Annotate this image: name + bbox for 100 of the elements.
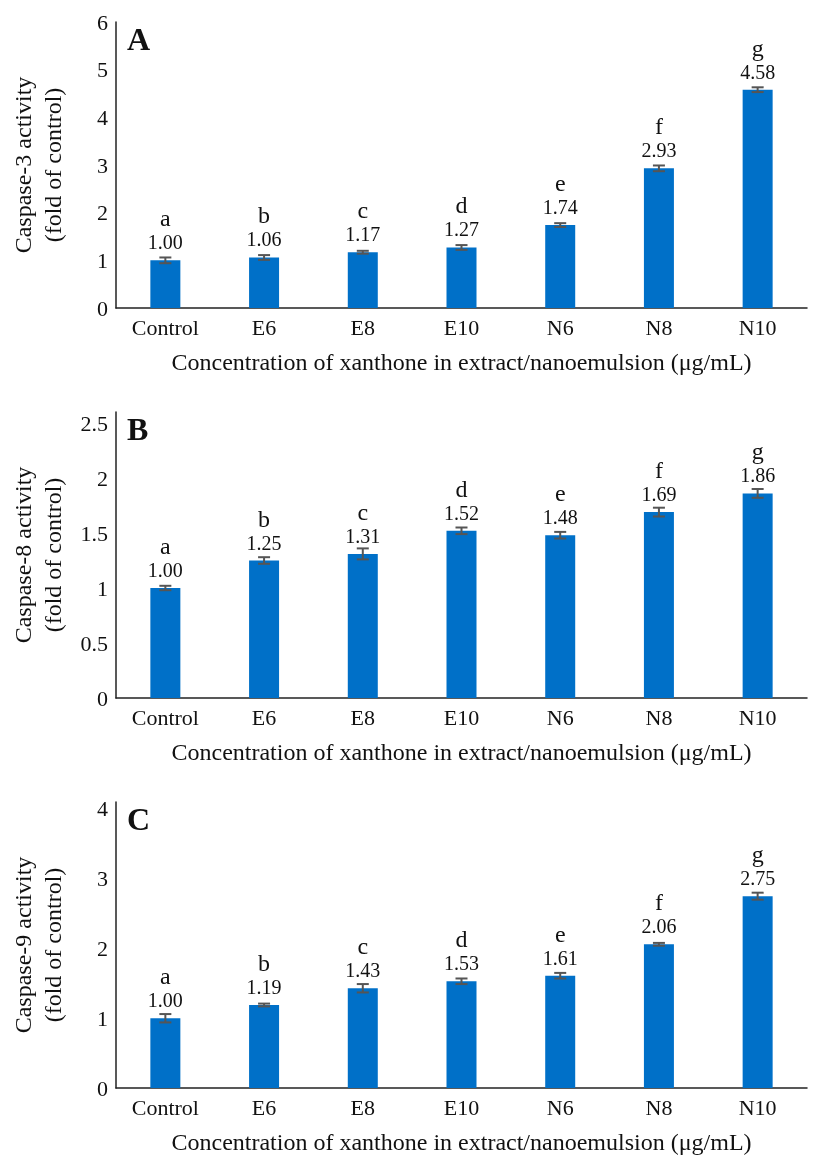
annotation: g xyxy=(751,841,764,868)
x-tick-label: Control xyxy=(131,1094,199,1120)
annotation: f xyxy=(654,889,663,916)
annotation: c xyxy=(357,933,369,960)
annotation: d xyxy=(455,475,468,502)
x-tick-label: E8 xyxy=(350,1094,376,1120)
annotation: b xyxy=(258,505,271,532)
data-label: 1.00 xyxy=(147,231,183,254)
bar xyxy=(742,493,773,698)
bar xyxy=(347,553,378,698)
data-label: 1.69 xyxy=(641,483,677,506)
data-label: 2.75 xyxy=(740,867,776,890)
annotation: a xyxy=(160,533,172,559)
x-tick-label: N6 xyxy=(546,314,574,340)
bar xyxy=(150,260,181,308)
annotation: f xyxy=(654,457,663,484)
y-tick-label: 1.5 xyxy=(80,520,108,546)
annotation: e xyxy=(554,170,566,197)
data-label: 1.17 xyxy=(345,223,381,246)
data-label: 1.06 xyxy=(246,228,282,251)
bar xyxy=(249,1004,280,1088)
data-label: 1.31 xyxy=(345,524,381,547)
bar xyxy=(150,1018,181,1088)
annotation: g xyxy=(751,34,764,61)
annotation: a xyxy=(160,205,172,232)
y-tick-label: 5 xyxy=(97,57,108,83)
x-tick-label: N8 xyxy=(645,314,673,340)
y-tick-label: 2 xyxy=(97,465,108,491)
y-tick-label: 0 xyxy=(97,1075,108,1101)
x-tick-label: E10 xyxy=(443,1094,480,1120)
data-label: 1.25 xyxy=(246,531,282,554)
y-tick-label: 0.5 xyxy=(80,630,108,656)
y-tick-label: 1 xyxy=(97,247,108,273)
annotation: e xyxy=(554,480,566,507)
x-tick-label: E8 xyxy=(350,314,376,340)
y-tick-label: 3 xyxy=(97,152,108,178)
x-tick-label: E6 xyxy=(251,1094,277,1120)
x-tick-label: E10 xyxy=(443,704,480,730)
x-tick-label: N10 xyxy=(738,314,777,340)
x-tick-label: N10 xyxy=(738,704,777,730)
bar xyxy=(446,530,477,698)
x-tick-label: N10 xyxy=(738,1094,777,1120)
annotation: a xyxy=(160,963,172,990)
data-label: 4.58 xyxy=(740,60,776,83)
bar xyxy=(643,168,674,308)
y-tick-label: 2.5 xyxy=(80,410,108,436)
y-axis-title: Caspase-9 activity (fold of control) xyxy=(10,856,66,1034)
bar xyxy=(249,560,280,698)
data-label: 2.93 xyxy=(641,139,677,162)
x-tick-label: E8 xyxy=(350,704,376,730)
y-axis-title: Caspase-8 activity (fold of control) xyxy=(10,466,66,644)
data-label: 1.48 xyxy=(542,506,578,529)
y-tick-label: 1 xyxy=(97,1005,108,1031)
x-tick-label: N8 xyxy=(645,704,673,730)
bar xyxy=(150,588,181,698)
bar xyxy=(545,535,576,698)
bar xyxy=(446,981,477,1088)
data-label: 1.61 xyxy=(542,946,578,969)
annotation: c xyxy=(357,498,369,525)
data-label: 1.27 xyxy=(444,218,479,241)
y-tick-label: 3 xyxy=(97,866,108,892)
bar xyxy=(446,247,477,308)
x-tick-label: E6 xyxy=(251,704,277,730)
chart-title: B xyxy=(127,411,149,447)
bar xyxy=(249,257,280,308)
data-label: 1.00 xyxy=(147,559,183,581)
bar xyxy=(643,512,674,698)
bar xyxy=(347,252,378,308)
x-axis-title: Concentration of xanthone in extract/nanoemulsion (μg/mL) xyxy=(171,739,752,765)
y-tick-label: 4 xyxy=(97,104,108,130)
x-tick-label: N8 xyxy=(645,1094,673,1120)
y-tick-label: 4 xyxy=(97,796,108,822)
annotation: b xyxy=(258,202,271,229)
annotation: d xyxy=(455,192,468,219)
chart-title: A xyxy=(127,21,151,57)
x-tick-label: Control xyxy=(131,314,199,340)
data-label: 1.43 xyxy=(345,959,381,982)
annotation: e xyxy=(554,920,566,947)
y-tick-label: 0 xyxy=(97,295,108,321)
y-axis-title: Caspase-3 activity (fold of control) xyxy=(10,76,66,254)
y-tick-label: 0 xyxy=(97,685,108,711)
annotation: c xyxy=(357,197,369,224)
x-tick-label: N6 xyxy=(546,1094,574,1120)
data-label: 2.06 xyxy=(641,915,677,938)
data-label: 1.53 xyxy=(444,952,479,975)
y-tick-label: 2 xyxy=(97,200,108,226)
bar xyxy=(347,988,378,1088)
annotation: g xyxy=(751,438,764,465)
x-tick-label: E6 xyxy=(251,314,277,340)
chart-title: C xyxy=(127,801,151,837)
bar xyxy=(742,89,773,308)
bar xyxy=(643,944,674,1088)
x-tick-label: N6 xyxy=(546,704,574,730)
x-axis-title: Concentration of xanthone in extract/nanoemulsion (μg/mL) xyxy=(171,349,752,375)
data-label: 1.74 xyxy=(542,196,578,219)
bar xyxy=(545,225,576,308)
data-label: 1.86 xyxy=(740,464,776,487)
y-tick-label: 2 xyxy=(97,935,108,961)
bar xyxy=(742,896,773,1088)
y-tick-label: 6 xyxy=(97,9,108,35)
